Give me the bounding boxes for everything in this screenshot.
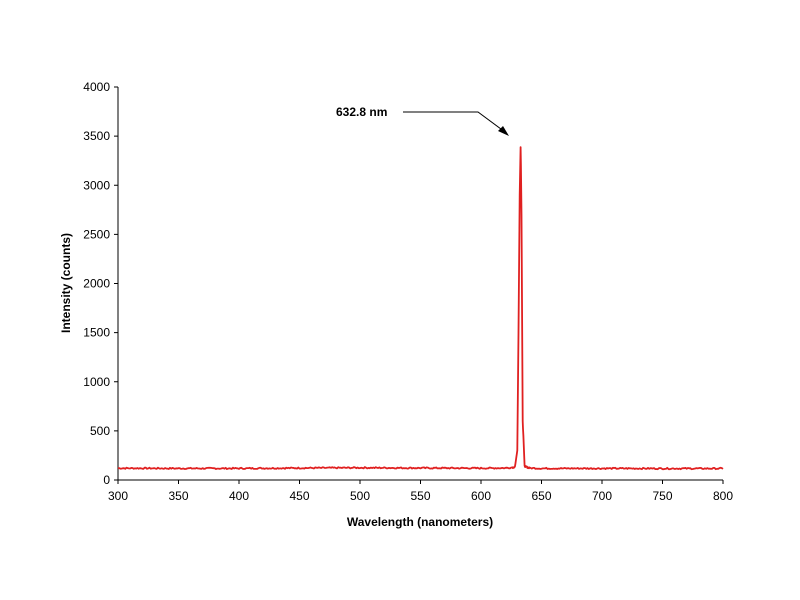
tick-label: 3500 xyxy=(83,129,110,143)
peak-label: 632.8 nm xyxy=(336,105,387,119)
tick-label: 500 xyxy=(350,489,370,503)
axes xyxy=(117,87,723,481)
y-axis-label: Intensity (counts) xyxy=(59,233,73,333)
tick-label: 500 xyxy=(90,424,110,438)
ticks: 0 500 1000 1500 2000 2500 3000 3500 4000 300 350 40… xyxy=(83,80,733,503)
tick-label: 550 xyxy=(410,489,430,503)
peak-annotation: 632.8 nm xyxy=(336,105,509,136)
tick-label: 450 xyxy=(289,489,309,503)
tick-label: 400 xyxy=(229,489,249,503)
tick-label: 700 xyxy=(592,489,612,503)
tick-label: 800 xyxy=(713,489,733,503)
tick-label: 1500 xyxy=(83,326,110,340)
arrow-head-icon xyxy=(498,126,509,136)
tick-label: 350 xyxy=(168,489,188,503)
spectrum-line xyxy=(117,146,724,471)
tick-label: 600 xyxy=(471,489,491,503)
tick-label: 0 xyxy=(103,473,110,487)
tick-label: 2500 xyxy=(83,227,110,241)
tick-label: 3000 xyxy=(83,178,110,192)
tick-label: 1000 xyxy=(83,375,110,389)
tick-label: 750 xyxy=(652,489,672,503)
tick-label: 650 xyxy=(531,489,551,503)
x-axis-label: Wavelength (nanometers) xyxy=(347,515,493,529)
tick-label: 300 xyxy=(108,489,128,503)
tick-label: 4000 xyxy=(83,80,110,94)
tick-label: 2000 xyxy=(83,277,110,291)
